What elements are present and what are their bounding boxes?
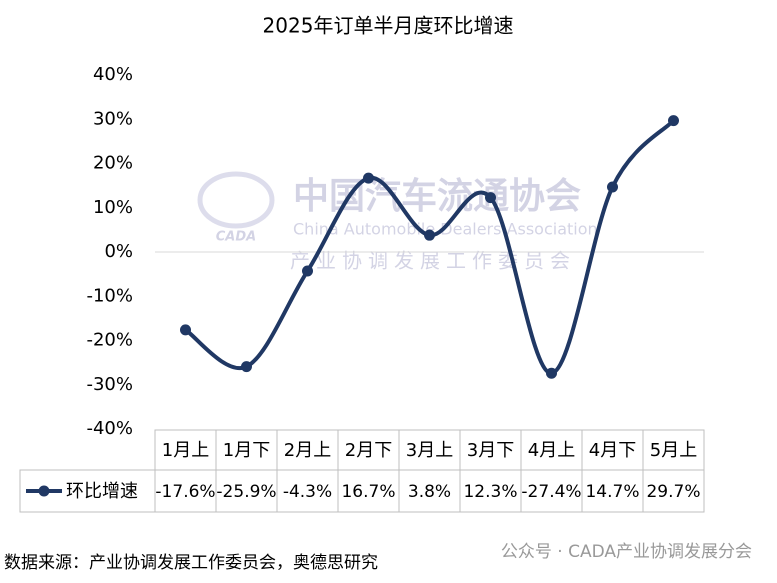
source-note: 数据来源：产业协调发展工作委员会，奥德思研究 (4, 553, 378, 573)
data-label: 29.7% (646, 482, 700, 502)
point (485, 192, 496, 204)
data-label: 12.3% (463, 482, 517, 502)
x-tick-label: 4月上 (528, 440, 575, 461)
point (363, 172, 374, 184)
y-tick-label: 40% (93, 64, 133, 85)
point (546, 367, 557, 379)
x-tick-label: 1月上 (162, 440, 209, 461)
data-label: 14.7% (585, 482, 639, 502)
data-label: -25.9% (216, 482, 276, 502)
point (607, 181, 618, 193)
legend-marker (38, 485, 50, 497)
logo-watermark: CADA 中国汽车流通协会 China Automobile Dealers A… (197, 171, 598, 273)
x-tick-label: 1月下 (223, 440, 270, 461)
y-tick-label: 0% (104, 241, 133, 262)
y-tick-label: 20% (93, 153, 133, 174)
data-label: 16.7% (341, 482, 395, 502)
logo-ring (197, 171, 275, 229)
table-cell (642, 469, 705, 513)
logo-text: 中国汽车流通协会 (293, 176, 581, 217)
y-tick-label: -20% (86, 330, 133, 351)
y-tick-label: 30% (93, 108, 133, 129)
chart-title: 2025年订单半月度环比增速 (263, 14, 514, 38)
point (241, 361, 252, 373)
data-label: -27.4% (521, 482, 581, 502)
x-tick-label: 4月下 (589, 440, 636, 461)
x-tick-label: 5月上 (650, 440, 697, 461)
x-tick-label: 3月上 (406, 440, 453, 461)
x-tick-label: 2月下 (345, 440, 392, 461)
x-tick-label: 2月上 (284, 440, 331, 461)
point (424, 229, 435, 241)
point (668, 115, 679, 127)
series-line (184, 119, 675, 376)
y-tick-label: -10% (86, 285, 133, 306)
data-label: -4.3% (283, 482, 332, 502)
data-label: 3.8% (408, 482, 451, 502)
watermark: 公众号 · CADA产业协调发展分会 (501, 542, 752, 562)
y-tick-label: -40% (86, 418, 133, 439)
point (180, 324, 191, 336)
logo-text: CADA (216, 230, 256, 245)
point (302, 265, 313, 277)
data-label: -17.6% (155, 482, 215, 502)
legend-label: 环比增速 (66, 481, 138, 502)
y-tick-label: -30% (86, 374, 133, 395)
x-tick-label: 3月下 (467, 440, 514, 461)
y-tick-label: 10% (93, 197, 133, 218)
